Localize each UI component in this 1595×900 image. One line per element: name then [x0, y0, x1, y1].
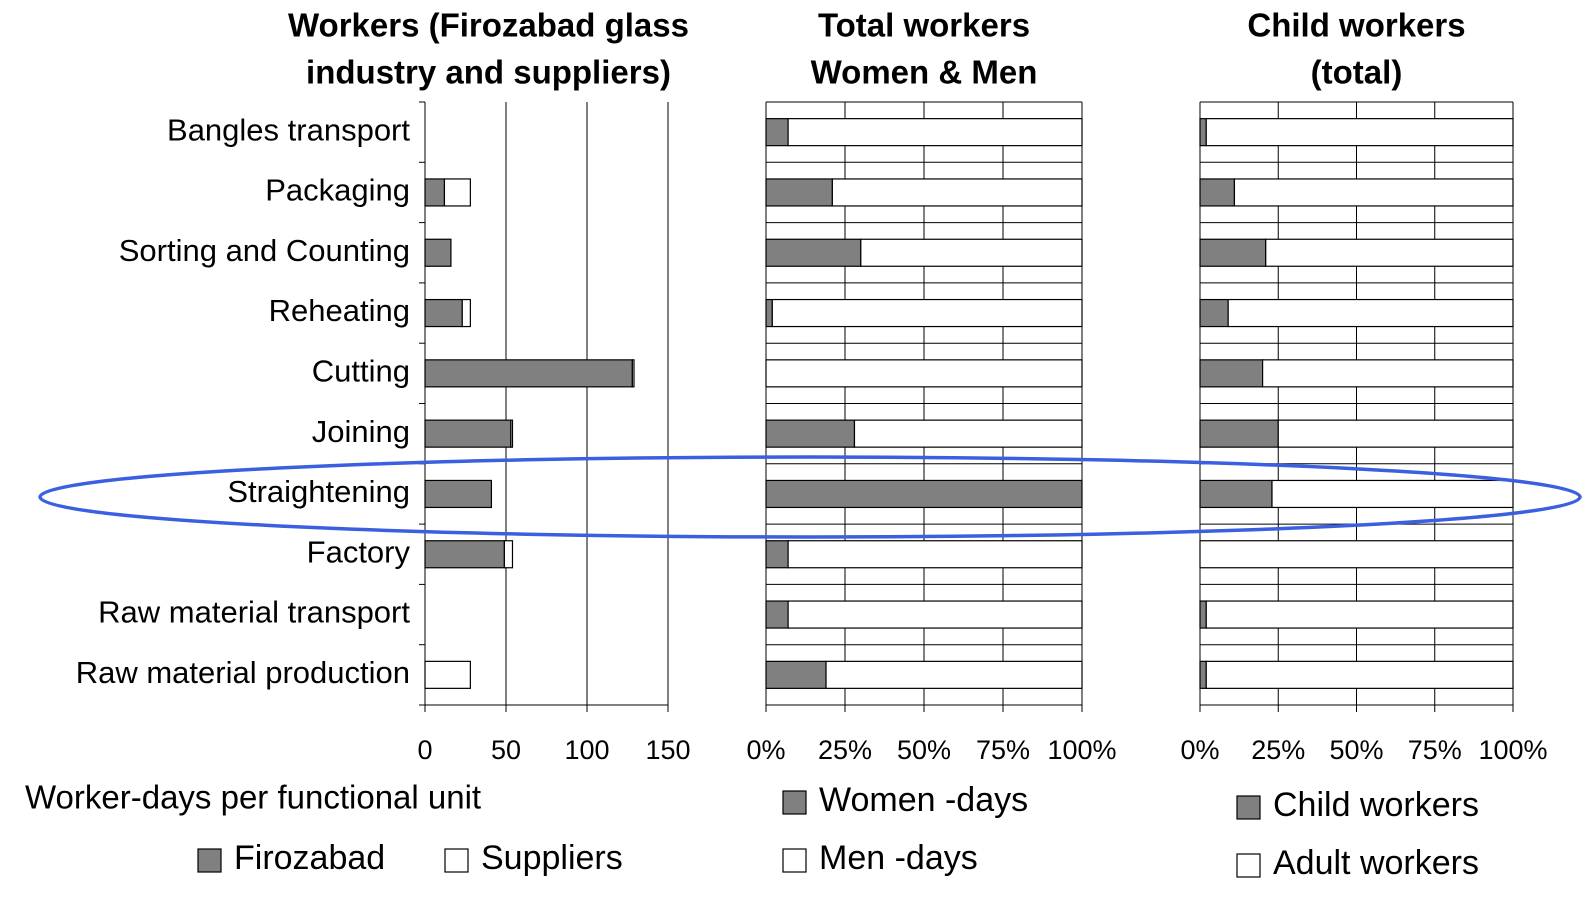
bar-segment: [631, 359, 635, 388]
legend-swatch: [782, 848, 807, 873]
bar-segment: [424, 419, 512, 448]
bar-segment: [765, 660, 827, 689]
bar-segment: [853, 419, 1083, 448]
legend-swatch: [197, 848, 222, 873]
bar-segment: [831, 178, 1083, 207]
chart-title: Workers (Firozabad glass: [288, 7, 689, 44]
bar-segment: [1199, 600, 1207, 629]
bar-segment: [424, 540, 505, 569]
bar-segment: [1199, 118, 1207, 147]
bar-segment: [1199, 419, 1279, 448]
bar-segment: [1261, 359, 1514, 388]
bar-segment: [765, 359, 1083, 388]
category-label: Joining: [312, 414, 410, 449]
legend-label: Suppliers: [481, 839, 623, 877]
x-tick-label: 25%: [1251, 735, 1305, 765]
bar-segment: [424, 178, 446, 207]
bar-segment: [1199, 238, 1267, 267]
x-tick-label: 75%: [976, 735, 1030, 765]
category-label: Sorting and Counting: [119, 233, 410, 268]
legend-label: Firozabad: [234, 839, 385, 877]
x-tick-label: 100: [564, 735, 609, 765]
bar-segment: [1199, 178, 1236, 207]
bar-segment: [765, 600, 789, 629]
bar-segment: [1233, 178, 1514, 207]
chart-title: Women & Men: [811, 54, 1038, 91]
x-axis-label: Worker-days per functional unit: [25, 779, 481, 816]
legend-swatch: [1236, 795, 1261, 820]
bar-segment: [424, 660, 471, 689]
bar-segment: [787, 118, 1083, 147]
bar-segment: [1271, 479, 1514, 509]
bar-segment: [765, 479, 1083, 509]
bar-segment: [1199, 298, 1229, 328]
bar-segment: [424, 298, 463, 328]
x-tick-label: 50: [491, 735, 521, 765]
category-label: Reheating: [269, 293, 410, 328]
chart-title: Total workers: [818, 7, 1030, 44]
bar-segment: [1199, 540, 1514, 569]
x-tick-label: 50%: [897, 735, 951, 765]
bar-segment: [765, 298, 773, 328]
bar-segment: [860, 238, 1083, 267]
x-tick-label: 0%: [746, 735, 785, 765]
legend-label: Adult workers: [1273, 844, 1479, 882]
bar-segment: [1199, 660, 1207, 689]
bar-segment: [1205, 118, 1514, 147]
x-tick-label: 50%: [1329, 735, 1383, 765]
bar-segment: [765, 118, 789, 147]
bar-segment: [765, 238, 862, 267]
category-label: Straightening: [227, 474, 410, 509]
x-tick-label: 25%: [818, 735, 872, 765]
bar-segment: [1205, 600, 1514, 629]
category-label: Factory: [307, 534, 411, 569]
bar-segment: [1199, 359, 1264, 388]
bar-segment: [443, 178, 471, 207]
bar-segment: [1227, 298, 1514, 328]
x-tick-label: 0%: [1180, 735, 1219, 765]
chart-title: (total): [1311, 54, 1403, 91]
x-tick-label: 100%: [1047, 735, 1116, 765]
legend-label: Women -days: [819, 781, 1028, 819]
bar-segment: [1199, 479, 1273, 509]
bar-segment: [1277, 419, 1514, 448]
bar-segment: [765, 540, 789, 569]
category-label: Raw material production: [76, 655, 410, 690]
legend-swatch: [782, 790, 807, 815]
bar-segment: [424, 479, 493, 509]
bar-segment: [771, 298, 1083, 328]
bar-segment: [787, 600, 1083, 629]
bar-segment: [765, 419, 856, 448]
bar-segment: [787, 540, 1083, 569]
legend-swatch: [444, 848, 469, 873]
x-tick-label: 0: [417, 735, 432, 765]
chart-title: industry and suppliers): [306, 54, 671, 91]
category-label: Cutting: [312, 354, 410, 389]
bar-segment: [1205, 660, 1514, 689]
category-label: Bangles transport: [167, 112, 410, 147]
chart-title: Child workers: [1247, 7, 1465, 44]
bar-segment: [825, 660, 1083, 689]
bar-segment: [510, 419, 514, 448]
bar-segment: [424, 238, 452, 267]
x-tick-label: 100%: [1478, 735, 1547, 765]
bar-segment: [461, 298, 471, 328]
category-label: Packaging: [265, 173, 410, 208]
highlight-ellipse: [38, 455, 1582, 539]
bar-segment: [1265, 238, 1514, 267]
legend-swatch: [1236, 853, 1261, 878]
x-tick-label: 75%: [1408, 735, 1462, 765]
legend-label: Men -days: [819, 839, 978, 877]
bar-segment: [503, 540, 514, 569]
category-label: Raw material transport: [98, 595, 410, 630]
x-tick-label: 150: [645, 735, 690, 765]
legend-label: Child workers: [1273, 786, 1479, 824]
bar-segment: [765, 178, 833, 207]
bar-segment: [424, 359, 633, 388]
